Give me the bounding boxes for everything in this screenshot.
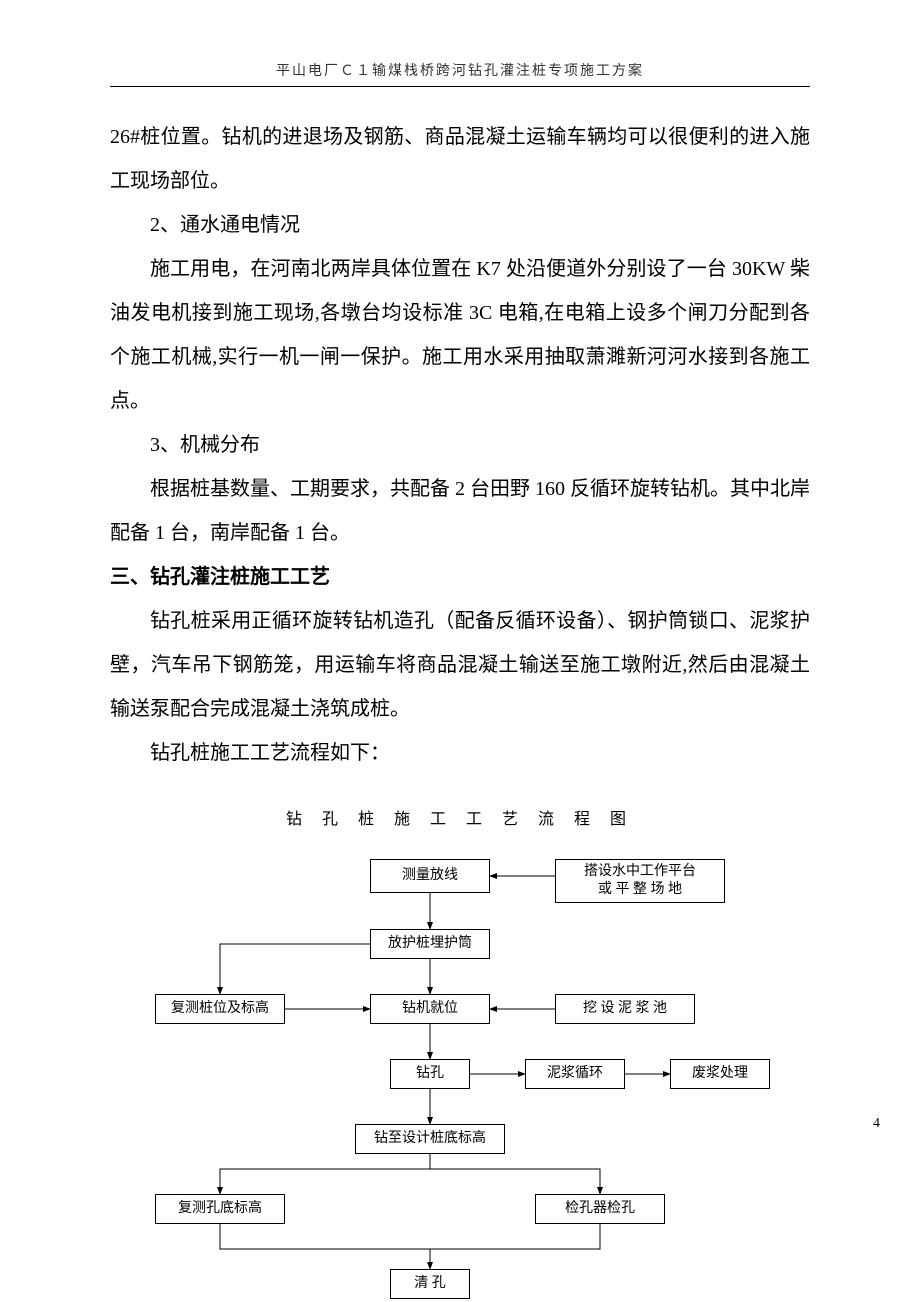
flowchart-node: 钻孔: [390, 1059, 470, 1089]
paragraph: 钻孔桩施工工艺流程如下：: [110, 731, 810, 775]
paragraph: 施工用电，在河南北两岸具体位置在 K7 处沿便道外分别设了一台 30KW 柴油发…: [110, 247, 810, 423]
section-heading: 三、钻孔灌注桩施工工艺: [110, 555, 810, 599]
page-number: 4: [873, 1116, 880, 1132]
flowchart-edge: [220, 1154, 430, 1194]
flowchart-node: 钻机就位: [370, 994, 490, 1024]
paragraph: 钻孔桩采用正循环旋转钻机造孔（配备反循环设备）、钢护筒锁口、泥浆护壁，汽车吊下钢…: [110, 599, 810, 731]
flowchart-edge: [430, 1154, 600, 1194]
flowchart-node: 搭设水中工作平台 或 平 整 场 地: [555, 859, 725, 903]
flowchart-node: 清 孔: [390, 1269, 470, 1299]
flowchart-node: 测量放线: [370, 859, 490, 893]
flowchart-node: 复测桩位及标高: [155, 994, 285, 1024]
document-body: 26#桩位置。钻机的进退场及钢筋、商品混凝土运输车辆均可以很便利的进入施工现场部…: [110, 115, 810, 775]
flowchart-edge: [220, 944, 370, 994]
flowchart-node: 钻至设计桩底标高: [355, 1124, 505, 1154]
flowchart-node: 复测孔底标高: [155, 1194, 285, 1224]
paragraph: 根据桩基数量、工期要求，共配备 2 台田野 160 反循环旋转钻机。其中北岸配备…: [110, 467, 810, 555]
flowchart-node: 放护桩埋护筒: [370, 929, 490, 959]
flowchart-title: 钻 孔 桩 施 工 工 艺 流 程 图: [110, 805, 810, 829]
page-header: 平山电厂Ｃ１输煤栈桥跨河钻孔灌注桩专项施工方案: [110, 60, 810, 80]
flowchart-edge: [430, 1224, 600, 1269]
header-divider: [110, 86, 810, 87]
paragraph: 3、机械分布: [110, 423, 810, 467]
flowchart-node: 检孔器检孔: [535, 1194, 665, 1224]
flowchart-node: 泥浆循环: [525, 1059, 625, 1089]
flowchart-node: 挖 设 泥 浆 池: [555, 994, 695, 1024]
paragraph: 2、通水通电情况: [110, 203, 810, 247]
flowchart-node: 废浆处理: [670, 1059, 770, 1089]
flowchart: 测量放线 搭设水中工作平台 或 平 整 场 地放护桩埋护筒复测桩位及标高 钻机就位 挖…: [110, 859, 810, 1299]
paragraph: 26#桩位置。钻机的进退场及钢筋、商品混凝土运输车辆均可以很便利的进入施工现场部…: [110, 115, 810, 203]
flowchart-edge: [220, 1224, 430, 1269]
